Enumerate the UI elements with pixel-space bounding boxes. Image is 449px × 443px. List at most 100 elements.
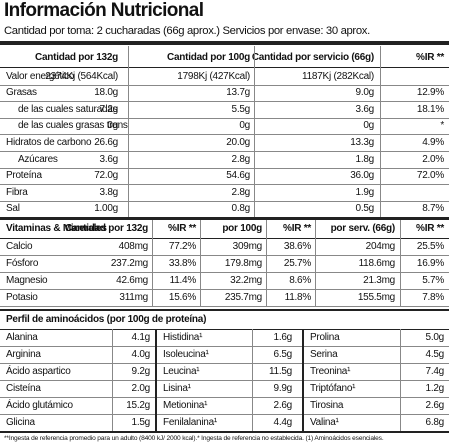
nutrient-value: 54.6g [226, 170, 250, 182]
amino-name: Alanina [6, 332, 38, 344]
nutrient-name: de las cuales grasas trans [18, 120, 128, 132]
nutrient-value: * [440, 120, 444, 132]
nutrient-value: 13.7g [226, 87, 250, 99]
nutrient-name: Grasas [6, 87, 37, 99]
column-rule [380, 46, 381, 218]
mineral-name: Fósforo [6, 258, 39, 270]
row-rule [0, 117, 449, 119]
nutrient-value: 26.6g [94, 136, 118, 148]
mineral-name: Magnesio [6, 275, 48, 287]
amino-value: 4.0g [131, 349, 151, 361]
row-rule [0, 238, 449, 240]
row-rule [0, 84, 449, 86]
nutrient-value: 1798Kj (427Kcal) [177, 70, 250, 82]
column-rule [315, 220, 316, 307]
amino-name: Triptófano¹ [310, 383, 356, 395]
row-rule [0, 167, 449, 169]
mineral-name: Potasio [6, 292, 38, 304]
amino-name: Serina [310, 349, 338, 361]
mineral-value: 5.7% [422, 275, 444, 287]
row-rule [0, 397, 449, 399]
column-rule [155, 329, 157, 432]
column-rule [128, 46, 129, 218]
serving-info: Cantidad por toma: 2 cucharadas (66g apr… [4, 25, 370, 37]
column-rule [400, 220, 401, 307]
amino-name: Histidina¹ [163, 332, 203, 344]
amino-value: 11.5g [268, 366, 292, 378]
mineral-value: 42.6mg [116, 275, 148, 287]
mineral-value: 32.2mg [230, 275, 262, 287]
amino-name: Valina¹ [310, 417, 339, 429]
nutrient-value: 3.8g [99, 186, 119, 198]
mineral-value: 33.8% [168, 258, 196, 270]
row-rule [0, 134, 449, 136]
mineral-value: 235.7mg [224, 292, 262, 304]
mineral-name: Calcio [6, 241, 33, 253]
mineral-value: 237.2mg [110, 258, 148, 270]
column-header: Cantidad por 132g [65, 223, 148, 235]
amino-name: Cisteína [6, 383, 41, 395]
amino-value: 5.0g [425, 332, 445, 344]
nutrient-value: 18.1% [416, 103, 444, 115]
amino-name: Metionina¹ [163, 400, 208, 412]
mineral-value: 25.5% [416, 241, 444, 253]
amino-name: Ácido glutámico [6, 400, 73, 412]
amino-name: Isoleucina¹ [163, 349, 209, 361]
mineral-value: 21.3mg [363, 275, 395, 287]
mineral-value: 118.6mg [358, 258, 396, 270]
nutrient-value: 0.8g [231, 203, 251, 215]
mineral-value: 15.6% [168, 292, 196, 304]
nutrient-value: 18.0g [94, 87, 118, 99]
footnote: **Ingesta de referencia promedio para un… [4, 435, 384, 443]
amino-value: 1.6g [273, 332, 293, 344]
amino-name: Lisina¹ [163, 383, 191, 395]
nutrient-value: 9.0g [355, 87, 375, 99]
nutrient-value: 12.9% [416, 87, 444, 99]
nutrient-value: 0g [239, 120, 250, 132]
nutrient-value: 72.0g [94, 170, 118, 182]
thick-rule [0, 41, 449, 45]
nutrient-value: 2.0% [422, 153, 444, 165]
row-rule [0, 380, 449, 382]
row-rule [0, 67, 449, 68]
mineral-value: 25.7% [283, 258, 311, 270]
amino-name: Ácido aspartico [6, 366, 71, 378]
row-rule [0, 346, 449, 348]
nutrient-value: 8.7% [422, 203, 444, 215]
column-rule [254, 46, 255, 218]
mineral-value: 204mg [365, 241, 396, 253]
nutrient-value: 1.9g [355, 186, 375, 198]
nutrient-value: 0g [107, 120, 118, 132]
nutrient-value: 13.3g [350, 136, 374, 148]
row-rule [0, 101, 449, 102]
amino-value: 4.1g [131, 332, 151, 344]
amino-value: 6.5g [273, 349, 293, 361]
amino-name: Arginina [6, 349, 41, 361]
amino-value: 6.8g [425, 417, 445, 429]
nutrient-value: 7.2g [99, 103, 119, 115]
nutrient-value: 72.0% [416, 170, 444, 182]
column-header: por 100g [222, 223, 262, 235]
title: Información Nutricional [4, 0, 204, 21]
thick-rule [0, 309, 449, 312]
nutrient-value: 4.9% [422, 136, 444, 148]
amino-value: 2.0g [131, 383, 151, 395]
amino-name: Glicina [6, 417, 35, 429]
mineral-value: 11.4% [169, 275, 197, 287]
nutrient-value: 2374Kj (564Kcal) [45, 70, 118, 82]
nutrient-value: 2.8g [231, 153, 251, 165]
row-rule [0, 200, 449, 202]
thick-rule [0, 431, 449, 434]
row-rule [0, 363, 449, 365]
nutrient-value: 3.6g [355, 103, 375, 115]
column-rule [266, 220, 267, 307]
row-rule [0, 414, 449, 416]
column-header: Cantidad por 100g [167, 52, 250, 63]
row-rule [0, 272, 449, 274]
amino-value: 4.5g [425, 349, 445, 361]
amino-name: Leucina¹ [163, 366, 200, 378]
amino-value: 7.4g [425, 366, 445, 378]
nutrient-value: 1187Kj (282Kcal) [302, 70, 374, 82]
column-header: Cantidad por 132g [35, 52, 118, 63]
nutrient-name: de las cuales saturadas [18, 103, 118, 115]
